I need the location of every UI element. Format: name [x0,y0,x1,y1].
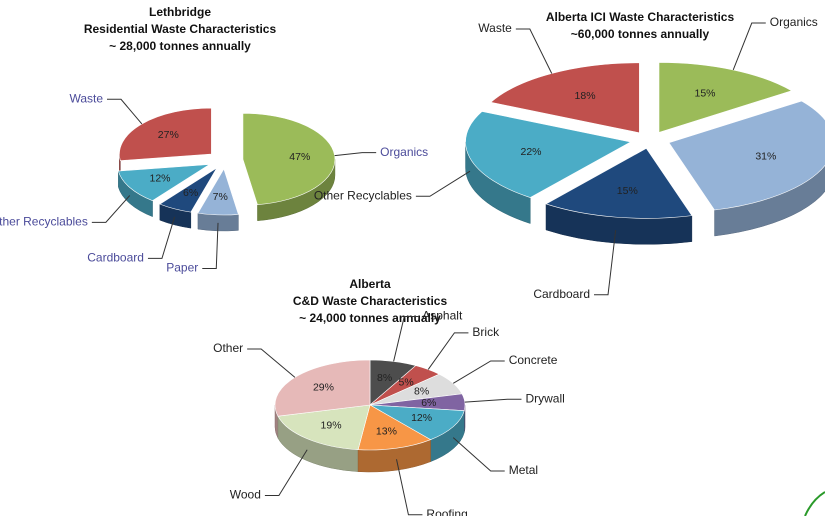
value-label: 29% [313,382,334,394]
leader-line [396,459,423,516]
corner-decoration [804,491,825,516]
leader-line [202,222,219,270]
leader-line [393,316,419,362]
value-label: 15% [695,87,716,99]
chart-title: ~ 24,000 tonnes annually [299,311,441,325]
value-label: 8% [377,372,392,384]
category-label: Waste [69,91,103,105]
category-label: Brick [472,325,500,339]
leader-line [732,22,766,71]
slice [658,62,793,133]
category-label: Roofing [426,507,467,516]
chart-title: ~60,000 tonnes annually [571,27,710,41]
category-label: Drywall [525,391,564,405]
value-label: 22% [521,146,542,158]
category-label: Asphalt [422,309,463,323]
category-label: Metal [509,463,538,477]
value-label: 6% [183,187,198,199]
value-label: 7% [213,191,228,203]
slice [357,404,432,451]
category-label: Other Recyclables [0,215,88,229]
pie: 15%Organics31%Paper15%Cardboard22%Other … [314,15,825,301]
slice [159,167,218,213]
chart-title: Residential Waste Characteristics [84,22,277,36]
category-label: Concrete [509,353,558,367]
slice [117,164,210,201]
category-label: Paper [166,261,198,275]
value-label: 15% [617,185,638,197]
category-label: Organics [770,15,818,29]
leader-line [91,195,131,223]
pie: 47% Organics 7% Paper 6% Cardboard 12% Other Re… [0,91,428,274]
chart-title: Lethbridge [149,5,211,19]
value-label: 13% [376,426,397,438]
slice [369,404,465,441]
leader-line [334,152,377,157]
leader-line [415,170,471,197]
category-label: Wood [230,488,261,502]
category-label: Waste [478,21,512,35]
slice [197,168,239,216]
leader-line [107,98,143,125]
value-label: 6% [421,397,436,409]
slice [545,147,693,219]
leader-line [452,360,505,384]
slice [668,100,825,211]
value-label: 18% [575,90,596,102]
leader-line [247,348,296,378]
pie: 8% Asphalt 5% Brick 8% Concrete 6% Drywall 12% Me… [213,309,565,516]
value-label: 12% [411,412,432,424]
slice [277,404,371,450]
chart-title: Alberta ICI Waste Characteristics [546,10,735,24]
value-label: 19% [321,420,342,432]
chart-title: C&D Waste Characteristics [293,294,448,308]
leader-line [594,230,617,296]
category-label: Cardboard [87,251,144,265]
category-label: Other [213,341,243,355]
category-label: Cardboard [533,287,590,301]
chart-title: Alberta [349,277,391,291]
category-label: Other Recyclables [314,188,412,202]
chart-title: ~ 28,000 tonnes annually [109,39,251,53]
slice [465,111,632,198]
value-label: 27% [158,129,179,141]
leader-line [515,28,553,74]
value-label: 8% [414,385,429,397]
slice [490,62,640,134]
leader-line [464,398,522,403]
category-label: Organics [380,145,428,159]
value-label: 47% [289,151,310,163]
value-label: 12% [150,173,171,185]
leader-line [452,437,505,472]
leader-line [147,216,176,259]
leader-line [427,332,469,370]
slice [242,112,336,206]
slice [274,359,371,417]
value-label: 31% [755,150,776,162]
leader-line [264,449,308,497]
value-label: 5% [399,377,414,389]
